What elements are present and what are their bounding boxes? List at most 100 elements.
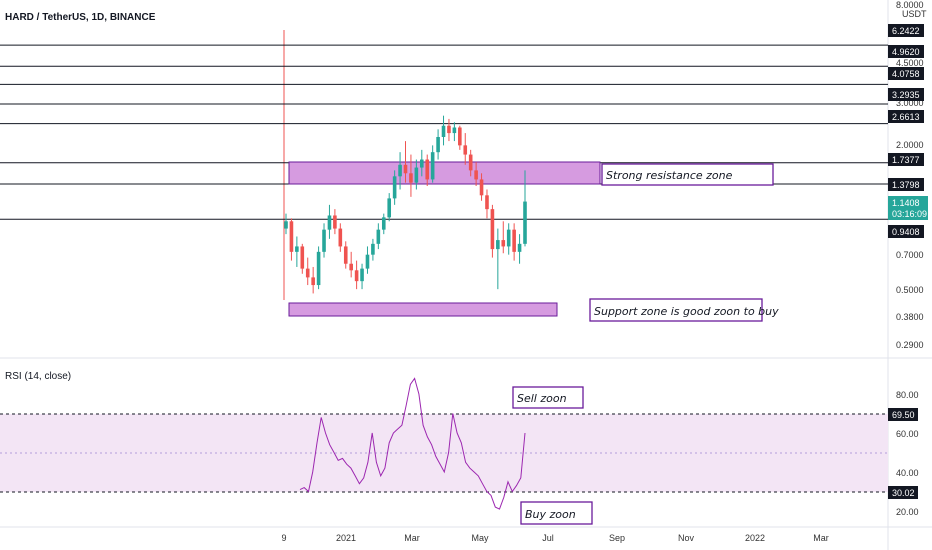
- candle-down: [501, 240, 506, 247]
- sell-zone-label-box[interactable]: [512, 386, 584, 409]
- level-tag-bg: [888, 110, 924, 123]
- rsi-tick: 80.00: [896, 390, 919, 400]
- support-label: Support zone is good zoon to buy: [594, 305, 779, 318]
- time-tick: 2022: [745, 533, 765, 543]
- candle-up: [316, 251, 321, 286]
- level-tag: 4.9620: [892, 47, 920, 57]
- candle-down: [343, 246, 348, 264]
- support-zone[interactable]: [288, 302, 558, 317]
- candle-up: [322, 229, 326, 252]
- level-tag: 1.3798: [892, 180, 920, 190]
- candle-up: [327, 215, 332, 230]
- candle-down: [305, 268, 310, 278]
- resistance-label: Strong resistance zone: [606, 169, 733, 182]
- buy-zone-label: Buy zoon: [525, 508, 576, 521]
- level-tag: 0.9408: [892, 227, 920, 237]
- axis-currency: USDT: [902, 9, 927, 19]
- candle-down: [485, 195, 489, 210]
- price-tick: 0.7000: [896, 250, 924, 260]
- candle-down: [300, 246, 305, 269]
- rsi-title: RSI (14, close): [5, 371, 71, 382]
- time-tick: Nov: [678, 533, 695, 543]
- candle-down: [403, 164, 408, 174]
- price-tick: 8.0000: [896, 0, 924, 10]
- last-price-tag: [888, 196, 928, 220]
- candle-down: [333, 215, 337, 229]
- price-tick: 2.0000: [896, 140, 924, 150]
- sell-zone-label: Sell zoon: [517, 392, 567, 405]
- support-label-box[interactable]: [589, 298, 763, 322]
- candle-down: [425, 159, 430, 180]
- candle-down: [463, 145, 468, 155]
- time-tick: Sep: [609, 533, 625, 543]
- price-tick: 3.0000: [896, 98, 924, 108]
- time-tick: 9: [281, 533, 286, 543]
- candle-up: [436, 136, 440, 153]
- time-tick: 2021: [336, 533, 356, 543]
- candle-up: [387, 198, 392, 218]
- rsi-tick: 20.00: [896, 507, 919, 517]
- level-tag-bg: [888, 225, 924, 238]
- level-tag: 4.0758: [892, 69, 920, 79]
- level-tag-bg: [888, 88, 924, 101]
- candle-down: [447, 125, 451, 134]
- candle-up: [381, 217, 386, 230]
- price-axis-ticks: 8.0000 4.5000 3.0000 2.0000 0.7000 0.500…: [896, 0, 924, 350]
- rsi-band: [0, 414, 888, 492]
- rsi-level-tag: 69.50: [892, 410, 915, 420]
- level-tag: 3.2935: [892, 90, 920, 100]
- candle-down: [354, 270, 359, 282]
- rsi-tick: 40.00: [896, 468, 919, 478]
- candle-up: [392, 176, 397, 199]
- rsi-axis-ticks: 80.00 60.00 40.00 20.00: [896, 390, 919, 517]
- candle-up: [376, 229, 381, 244]
- candle-down: [311, 277, 315, 286]
- candle-up: [295, 246, 299, 252]
- candle-up: [371, 243, 375, 255]
- candle-up: [452, 127, 457, 134]
- buy-zone-label-box[interactable]: [520, 501, 593, 525]
- rsi-level-tag-bg: [888, 486, 918, 499]
- candle-down: [479, 179, 484, 196]
- candle-down: [458, 127, 462, 146]
- time-axis: 9 2021 Mar May Jul Sep Nov 2022 Mar: [281, 533, 828, 543]
- resistance-label-box[interactable]: [601, 163, 774, 186]
- candle-up: [430, 152, 435, 180]
- level-tag: 6.2422: [892, 26, 920, 36]
- candles: [284, 115, 527, 294]
- last-price-value: 1.1408: [892, 198, 920, 208]
- candle-down: [512, 229, 516, 252]
- price-tick: 0.3800: [896, 312, 924, 322]
- rsi-tick: 60.00: [896, 429, 919, 439]
- rsi-level-tag-bg: [888, 408, 918, 421]
- candle-down: [289, 221, 294, 252]
- candle-up: [523, 201, 527, 244]
- candle-up: [284, 221, 288, 229]
- price-tick: 4.5000: [896, 58, 924, 68]
- level-tags: 6.2422 4.9620 4.0758 3.2935 2.6613 1.737…: [888, 24, 924, 238]
- last-price-countdown: 03:16:09: [892, 209, 927, 219]
- chart-title: HARD / TetherUS, 1D, BINANCE: [5, 12, 156, 23]
- candle-down: [409, 173, 413, 183]
- level-tag: 2.6613: [892, 112, 920, 122]
- time-tick: Mar: [813, 533, 829, 543]
- level-tag-bg: [888, 153, 924, 166]
- level-tag-bg: [888, 67, 924, 80]
- rsi-line: [299, 377, 526, 510]
- level-tag-bg: [888, 45, 924, 58]
- candle-up: [398, 164, 402, 177]
- candle-down: [474, 170, 478, 180]
- price-tick: 0.5000: [896, 285, 924, 295]
- candle-up: [419, 159, 424, 168]
- candle-up: [441, 125, 446, 137]
- time-tick: Mar: [404, 533, 420, 543]
- candle-up: [517, 243, 522, 252]
- candle-up: [360, 268, 364, 282]
- candle-down: [338, 228, 343, 247]
- candle-up: [365, 254, 370, 269]
- level-tag: 1.7377: [892, 155, 920, 165]
- rsi-level-tag: 30.02: [892, 488, 915, 498]
- resistance-zone[interactable]: [288, 161, 601, 185]
- level-tag-bg: [888, 178, 924, 191]
